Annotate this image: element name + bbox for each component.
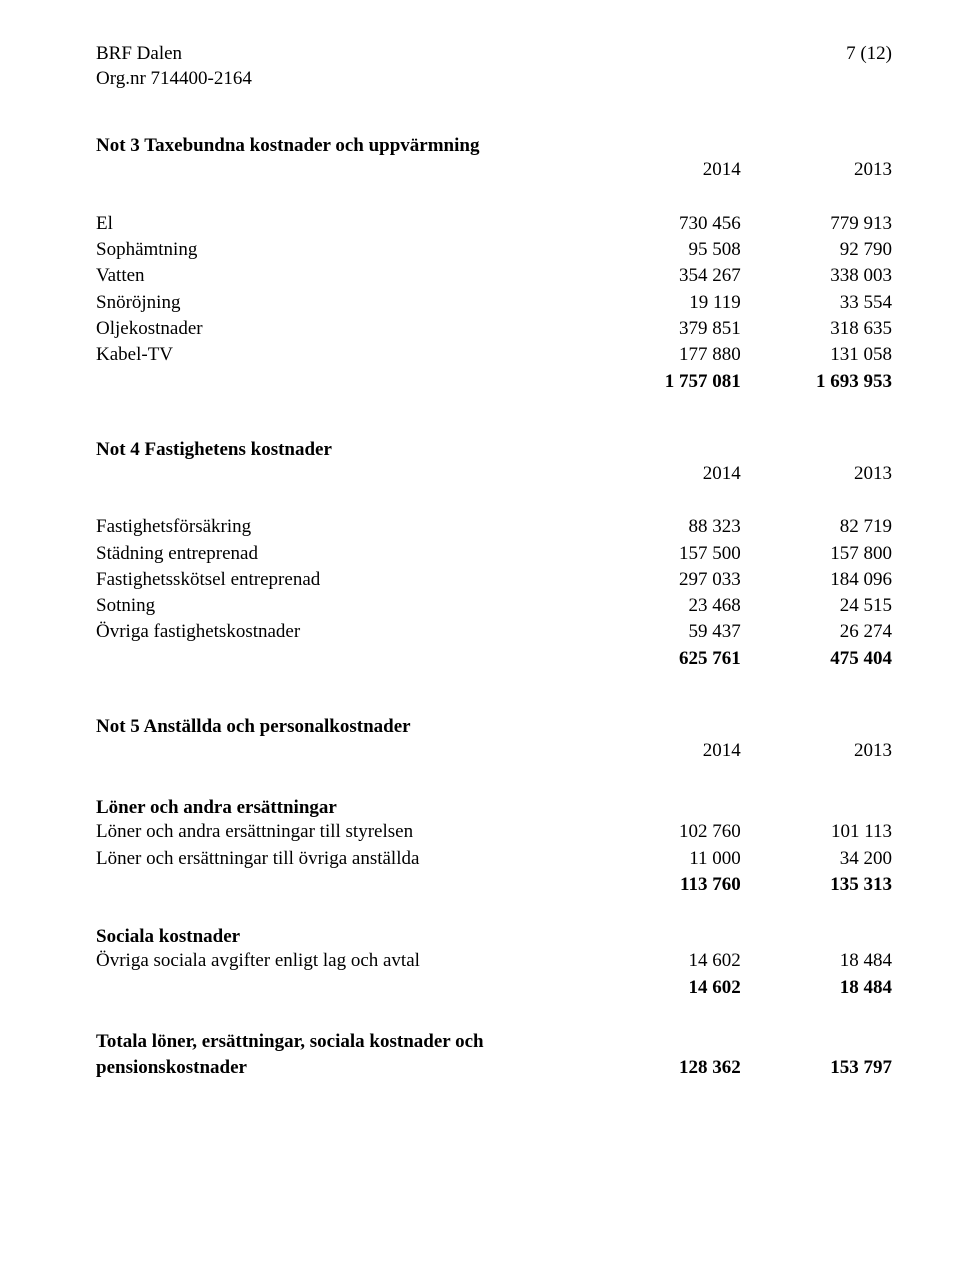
- row-label: Övriga fastighetskostnader: [96, 619, 590, 645]
- row-label: Städning entreprenad: [96, 541, 590, 567]
- note5-group1-title: Löner och andra ersättningar: [96, 797, 892, 819]
- total-val: 18 484: [741, 975, 892, 1001]
- row-val: 184 096: [741, 567, 892, 593]
- row-val: 297 033: [590, 567, 741, 593]
- row-val: 92 790: [741, 237, 892, 263]
- row-val: 157 800: [741, 541, 892, 567]
- note5-years: 2014 2013: [96, 738, 892, 769]
- year-col-2: 2013: [741, 157, 892, 188]
- row-val: 11 000: [590, 846, 741, 872]
- note4-title: Not 4 Fastighetens kostnader: [96, 439, 892, 461]
- grand-total-label-line1: Totala löner, ersättningar, sociala kost…: [96, 1029, 590, 1055]
- note3-table: 2014 2013 El730 456779 913 Sophämtning95…: [96, 157, 892, 395]
- row-val: 318 635: [741, 316, 892, 342]
- row-label: Fastighetsförsäkring: [96, 514, 590, 540]
- total-val: 1 693 953: [741, 369, 892, 395]
- row-val: 82 719: [741, 514, 892, 540]
- row-val: 24 515: [741, 593, 892, 619]
- row-label: Sotning: [96, 593, 590, 619]
- row-val: 23 468: [590, 593, 741, 619]
- row-val: 26 274: [741, 619, 892, 645]
- row-val: 88 323: [590, 514, 741, 540]
- year-col-1: 2014: [590, 461, 741, 492]
- row-label: Övriga sociala avgifter enligt lag och a…: [96, 948, 590, 974]
- year-col-2: 2013: [741, 461, 892, 492]
- note5-group2-table: Övriga sociala avgifter enligt lag och a…: [96, 948, 892, 1001]
- row-val: 14 602: [590, 948, 741, 974]
- year-col-1: 2014: [590, 157, 741, 188]
- row-label: El: [96, 211, 590, 237]
- row-label: Vatten: [96, 263, 590, 289]
- total-val: 14 602: [590, 975, 741, 1001]
- grand-total-val: 128 362: [590, 1055, 741, 1081]
- row-label: Löner och andra ersättningar till styrel…: [96, 819, 590, 845]
- org-number: Org.nr 714400-2164: [96, 67, 252, 92]
- header-left: BRF Dalen Org.nr 714400-2164: [96, 42, 252, 91]
- org-name: BRF Dalen: [96, 42, 252, 67]
- row-val: 34 200: [741, 846, 892, 872]
- note5-group1-table: Löner och andra ersättningar till styrel…: [96, 819, 892, 898]
- total-val: 625 761: [590, 646, 741, 672]
- row-val: 59 437: [590, 619, 741, 645]
- year-col-2: 2013: [741, 738, 892, 769]
- row-val: 338 003: [741, 263, 892, 289]
- row-val: 177 880: [590, 342, 741, 368]
- grand-total-val: 153 797: [741, 1055, 892, 1081]
- row-val: 779 913: [741, 211, 892, 237]
- row-label: Kabel-TV: [96, 342, 590, 368]
- total-val: 475 404: [741, 646, 892, 672]
- page-header: BRF Dalen Org.nr 714400-2164 7 (12): [96, 42, 892, 91]
- row-val: 131 058: [741, 342, 892, 368]
- note5-title: Not 5 Anställda och personalkostnader: [96, 716, 892, 738]
- row-val: 33 554: [741, 290, 892, 316]
- row-val: 379 851: [590, 316, 741, 342]
- row-val: 19 119: [590, 290, 741, 316]
- note5-grand-total: Totala löner, ersättningar, sociala kost…: [96, 1029, 892, 1082]
- row-val: 354 267: [590, 263, 741, 289]
- row-label: Sophämtning: [96, 237, 590, 263]
- total-val: 1 757 081: [590, 369, 741, 395]
- page: BRF Dalen Org.nr 714400-2164 7 (12) Not …: [0, 0, 960, 1263]
- page-number: 7 (12): [846, 42, 892, 91]
- row-val: 101 113: [741, 819, 892, 845]
- row-label: Snöröjning: [96, 290, 590, 316]
- grand-total-label-line2: pensionskostnader: [96, 1055, 590, 1081]
- note4-table: 2014 2013 Fastighetsförsäkring88 32382 7…: [96, 461, 892, 672]
- total-val: 113 760: [590, 872, 741, 898]
- row-val: 95 508: [590, 237, 741, 263]
- note5-group2-title: Sociala kostnader: [96, 926, 892, 948]
- row-val: 18 484: [741, 948, 892, 974]
- row-val: 102 760: [590, 819, 741, 845]
- row-label: Oljekostnader: [96, 316, 590, 342]
- year-col-1: 2014: [590, 738, 741, 769]
- row-val: 730 456: [590, 211, 741, 237]
- total-val: 135 313: [741, 872, 892, 898]
- note3-title: Not 3 Taxebundna kostnader och uppvärmni…: [96, 135, 892, 157]
- row-label: Löner och ersättningar till övriga anstä…: [96, 846, 590, 872]
- row-val: 157 500: [590, 541, 741, 567]
- row-label: Fastighetsskötsel entreprenad: [96, 567, 590, 593]
